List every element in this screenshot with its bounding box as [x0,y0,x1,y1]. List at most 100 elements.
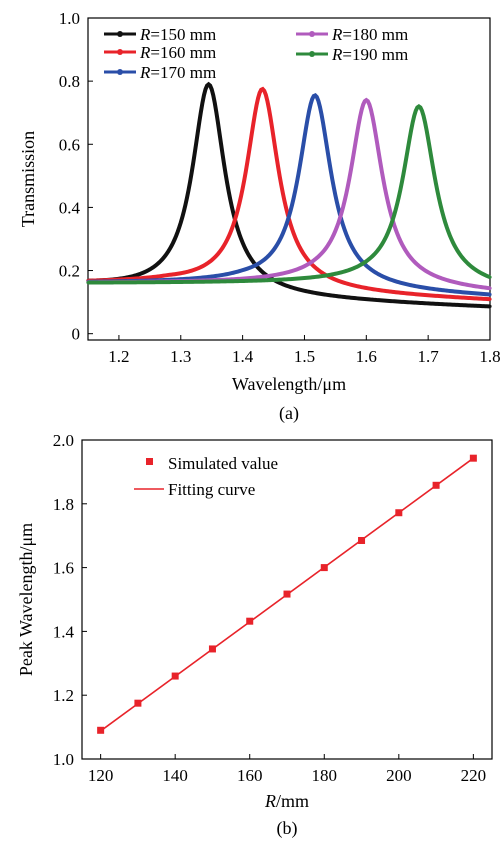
series-line [87,103,491,285]
y-tick-label: 1.4 [53,622,75,641]
x-axis-label-symbol: R [264,791,276,811]
x-tick-label: 200 [386,766,412,785]
legend-item: R=180 mm [296,25,408,44]
data-point [364,98,368,102]
simulated-point [395,509,403,517]
data-point [333,278,337,282]
data-point [313,93,317,97]
data-point [309,102,313,106]
plot-frame [81,439,493,760]
data-point [210,87,214,91]
simulated-point [432,481,440,489]
data-point [426,301,430,305]
data-point [117,280,121,285]
legend-marker-simulated [146,458,153,465]
data-point [327,159,331,163]
y-tick-label: 0.2 [59,262,80,281]
x-tick-label: 220 [461,766,487,785]
data-point [148,275,152,279]
data-point [207,82,211,86]
x-tick-label: 1.7 [418,347,440,366]
y-axis-label: Peak Wavelength/μm [16,523,36,676]
data-point [395,290,399,294]
legend-value: =170 mm [150,63,216,82]
legend-swatch-marker [309,31,315,37]
series-line [87,86,491,302]
x-tick-label: 1.4 [232,347,254,366]
x-tick-label: 160 [237,766,263,785]
y-tick-label: 1.6 [53,559,74,578]
legend-item: R=150 mm [104,25,216,44]
data-point [241,268,245,272]
data-point [417,104,421,108]
data-point [426,137,430,141]
data-point [438,203,443,207]
simulated-point [97,726,105,734]
data-point [370,115,375,119]
legend-label: R=160 mm [139,43,216,62]
data-point [253,112,257,116]
data-point [203,87,208,91]
data-point [241,241,245,245]
simulated-point [134,699,142,707]
panel-b-peak-wavelength-vs-radius: 120 140 160 180 200 220 1.0 1.2 1.4 1.6 1.8 2.0 Simu… [16,431,493,839]
data-point [260,87,265,91]
x-tick-label: 1.6 [356,347,377,366]
data-point [290,203,294,207]
legend-r-symbol: R [139,63,151,82]
simulated-point [320,564,328,572]
legend-value: =160 mm [150,43,216,62]
y-tick-label: 1.2 [53,686,74,705]
legend-value: =190 mm [342,45,408,64]
data-point [364,259,368,263]
legend-item: R=160 mm [104,43,216,62]
data-point [166,249,170,253]
simulated-point [208,645,216,653]
data-point [302,276,307,280]
data-point [488,275,492,279]
x-tick-label: 180 [312,766,338,785]
legend-value: =150 mm [150,25,216,44]
legend-label: Simulated value [168,454,278,473]
legend-r-symbol: R [331,45,343,64]
data-point [395,231,399,236]
legend-swatch-marker [117,69,123,75]
data-point [179,220,183,225]
series-line [87,97,491,291]
x-tick-label: 120 [88,766,114,785]
data-point [333,229,337,233]
data-point [302,135,307,140]
data-point [241,187,245,191]
data-point [290,227,294,231]
series-170-mm [86,92,492,297]
x-tick-label: 140 [162,766,188,785]
data-point [271,248,276,252]
data-point [389,223,393,227]
x-axis-label: Wavelength/μm [232,374,346,394]
data-point [395,280,399,284]
simulated-point [469,454,477,462]
data-point [210,258,214,262]
data-point [278,174,282,179]
x-tick-label: 1.8 [479,347,500,366]
legend-swatch-marker [309,51,315,57]
legend-label: R=180 mm [331,25,408,44]
y-tick-label: 0 [72,325,81,344]
simulated-point [358,536,366,544]
data-point [352,150,356,154]
data-point [86,280,90,285]
data-point [179,271,183,275]
plot-frame [87,17,491,341]
data-point [426,293,430,297]
y-tick-label: 0.4 [59,198,81,217]
legend-label: R=150 mm [139,25,216,44]
data-point [457,281,461,285]
legend-r-symbol: R [331,25,343,44]
series-line [87,81,491,309]
data-point [179,280,183,284]
data-point [148,267,152,272]
data-point [488,292,492,297]
series-190-mm [86,103,492,285]
data-point [302,264,307,268]
